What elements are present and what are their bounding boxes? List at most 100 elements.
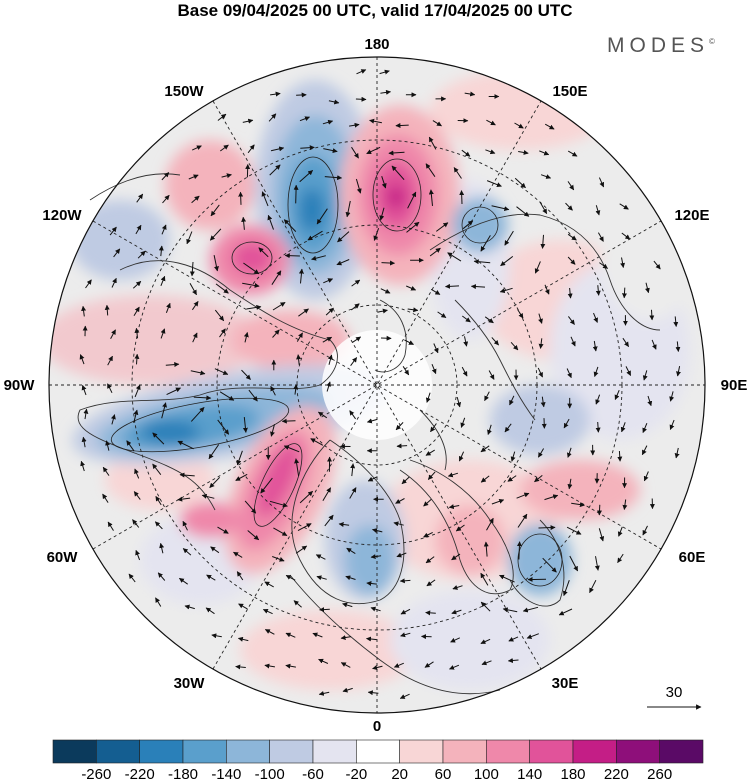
wind-arrow — [294, 458, 300, 477]
wind-arrow — [338, 522, 350, 527]
wind-arrow — [298, 268, 304, 284]
wind-arrow — [272, 556, 285, 562]
wind-arrow — [621, 287, 627, 299]
colorbar-tick-label: -20 — [345, 766, 367, 783]
wind-arrow — [491, 205, 510, 212]
wind-arrow — [201, 493, 215, 499]
wind-arrow — [136, 193, 144, 203]
wind-arrow — [425, 163, 436, 177]
wind-arrow — [135, 224, 142, 235]
wind-arrow — [262, 608, 273, 615]
wind-arrow — [283, 219, 297, 232]
wind-arrow — [298, 308, 309, 317]
wind-arrow — [669, 419, 675, 430]
wind-arrow — [500, 256, 514, 267]
longitude-labels: 180 150E 120E 90E 60E 30E 0 30W 60W 90W … — [4, 36, 748, 735]
wind-arrow — [79, 354, 85, 365]
wind-arrow — [83, 408, 89, 420]
map-boundary — [48, 56, 706, 714]
wind-arrow — [480, 475, 490, 483]
wind-arrow — [133, 306, 140, 317]
wind-arrow — [311, 255, 326, 261]
lon-label-90e: 90E — [721, 377, 748, 394]
colorbar-tick-label: -100 — [255, 766, 285, 783]
wind-arrow — [205, 607, 215, 615]
wind-arrow — [480, 638, 491, 644]
wind-arrow — [318, 658, 329, 664]
colorbar-swatch — [312, 739, 357, 764]
wind-arrow — [326, 381, 332, 392]
wind-arrow — [369, 118, 382, 124]
wind-arrow — [673, 316, 679, 327]
wind-arrow — [643, 471, 649, 482]
wind-arrow — [242, 417, 248, 433]
wind-arrow — [81, 305, 87, 317]
wind-arrow — [182, 548, 192, 556]
wind-arrow — [518, 150, 529, 155]
wind-arrow — [516, 541, 522, 560]
wind-arrow — [425, 610, 436, 616]
wind-arrow — [447, 252, 462, 262]
wind-arrow — [214, 309, 225, 322]
wind-arrow — [237, 636, 249, 642]
wind-arrow — [367, 476, 378, 482]
wind-arrow — [107, 521, 114, 531]
wind-arrow — [270, 385, 276, 396]
wind-arrow — [566, 447, 572, 458]
wind-arrow — [507, 658, 519, 663]
colorbar-tick-label: 180 — [560, 766, 585, 783]
wind-arrow — [597, 232, 604, 242]
wind-arrow — [540, 174, 552, 179]
wind-arrow — [538, 525, 556, 531]
colorbar-swatch — [269, 739, 314, 764]
wind-arrow — [399, 693, 410, 699]
reference-vector-label: 30 — [666, 684, 683, 701]
wind-arrow — [642, 525, 648, 536]
wind-arrow — [380, 89, 391, 95]
wind-arrow — [435, 222, 449, 232]
wind-arrow — [299, 170, 313, 183]
wind-arrow — [350, 303, 360, 311]
wind-arrow — [324, 175, 343, 181]
wind-arrow — [238, 603, 248, 610]
contours — [110, 156, 563, 587]
wind-arrow — [424, 661, 434, 668]
wind-arrow — [191, 145, 202, 151]
wind-arrow — [267, 214, 274, 230]
wind-arrow — [401, 476, 410, 485]
wind-arrow — [315, 554, 326, 560]
wind-arrow — [406, 285, 417, 291]
wind-arrow — [480, 601, 491, 612]
wind-arrow — [396, 443, 408, 449]
lon-label-30e: 30E — [552, 675, 579, 692]
wind-arrow — [537, 448, 545, 458]
wind-arrow — [370, 554, 382, 560]
wind-arrow — [154, 521, 163, 530]
wind-arrow — [651, 339, 657, 350]
wind-arrow — [514, 122, 524, 129]
colorbar-tick-label: 260 — [647, 766, 672, 783]
wind-arrow — [160, 328, 166, 339]
wind-arrow — [617, 553, 624, 564]
wind-arrow — [105, 440, 110, 451]
wind-arrow — [350, 463, 356, 477]
wind-arrow — [351, 146, 359, 159]
wind-arrow — [209, 476, 221, 488]
wind-arrow — [381, 176, 387, 189]
wind-arrow — [391, 165, 405, 181]
wind-arrow — [312, 632, 323, 638]
wind-arrow — [243, 262, 260, 275]
wind-arrow — [208, 444, 220, 460]
wind-arrow — [617, 450, 623, 462]
wind-arrow — [393, 662, 404, 668]
wind-arrow — [621, 232, 631, 240]
wind-arrow — [430, 288, 441, 295]
wind-arrow — [504, 423, 512, 433]
wind-arrow — [516, 492, 530, 499]
wind-arrow — [540, 396, 546, 408]
colorbar-tick-label: -220 — [125, 766, 155, 783]
wind-arrow — [104, 304, 110, 316]
wind-arrow — [165, 302, 171, 313]
lon-label-120w: 120W — [42, 207, 82, 224]
wind-arrow — [210, 204, 220, 217]
